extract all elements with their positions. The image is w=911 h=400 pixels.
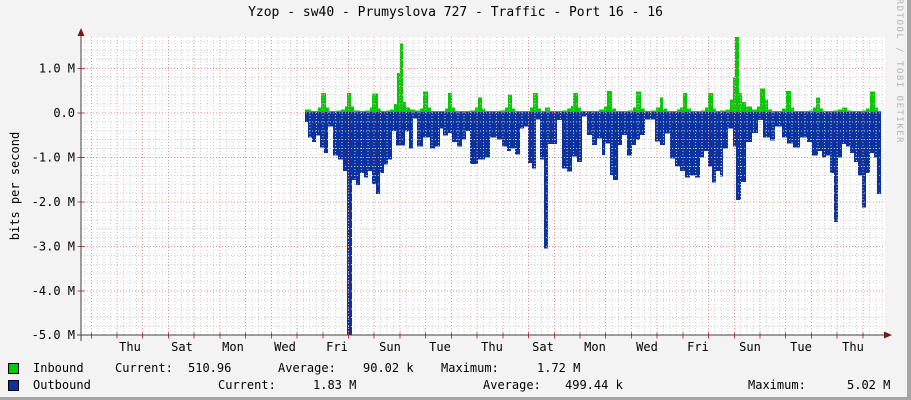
y-axis-label: bits per second — [8, 131, 22, 241]
y-tick-label: 0.0 — [53, 106, 75, 120]
y-tick-label: -1.0 M — [32, 151, 75, 165]
legend-text: 499.44 k — [565, 378, 623, 392]
x-tick-label: Sun — [379, 340, 401, 354]
legend-swatch-inbound-icon — [8, 363, 19, 374]
y-tick-label: -2.0 M — [32, 195, 75, 209]
inbound-series-area — [305, 37, 881, 113]
panel-border-bottom-icon — [0, 397, 911, 400]
x-tick-label: Sat — [171, 340, 193, 354]
x-tick-label: Fri — [326, 340, 348, 354]
legend-text: 1.72 M — [537, 361, 581, 375]
tick-labels: 1.0 M 0.0 -1.0 M -2.0 M -3.0 M -4.0 M -5.0 M Th… — [32, 62, 864, 355]
x-axis-arrow-icon — [884, 331, 892, 339]
x-tick-label: Thu — [842, 340, 864, 354]
legend-text: Current: — [115, 361, 173, 375]
legend-text: Inbound — [33, 361, 84, 375]
legend-text: Average: — [483, 378, 541, 392]
legend-text: Average: — [278, 361, 336, 375]
x-tick-label: Tue — [790, 340, 812, 354]
legend-text: 90.02 k — [363, 361, 414, 375]
rrdtool-watermark: RRDTOOL / TOBI OETIKER — [894, 0, 904, 145]
x-tick-label: Thu — [119, 340, 141, 354]
x-tick-label: Mon — [222, 340, 244, 354]
legend-text: Maximum: — [748, 378, 806, 392]
x-tick-label: Sun — [739, 340, 761, 354]
y-axis-arrow-icon — [77, 28, 85, 36]
x-tick-label: Wed — [636, 340, 658, 354]
legend-text: 1.83 M — [313, 378, 357, 392]
legend-text: 510.96 — [188, 361, 232, 375]
legend-text: 5.02 M — [847, 378, 891, 392]
y-tick-label: 1.0 M — [39, 62, 75, 76]
legend-text: Current: — [218, 378, 276, 392]
x-tick-label: Tue — [429, 340, 451, 354]
x-tick-label: Sat — [532, 340, 554, 354]
legend-text: Outbound — [33, 378, 91, 392]
x-tick-label: Fri — [687, 340, 709, 354]
legend-text: Maximum: — [441, 361, 499, 375]
graph-title: Yzop - sw40 - Prumyslova 727 - Traffic -… — [248, 5, 663, 20]
axes — [77, 30, 886, 341]
x-tick-label: Mon — [584, 340, 606, 354]
legend-swatch-outbound-icon — [8, 380, 19, 391]
plot-background — [81, 37, 885, 335]
x-tick-label: Thu — [481, 340, 503, 354]
y-tick-label: -4.0 M — [32, 284, 75, 298]
panel-border-right-icon — [907, 0, 911, 400]
y-tick-label: -3.0 M — [32, 240, 75, 254]
y-tick-label: -5.0 M — [32, 328, 75, 342]
x-tick-label: Wed — [274, 340, 296, 354]
